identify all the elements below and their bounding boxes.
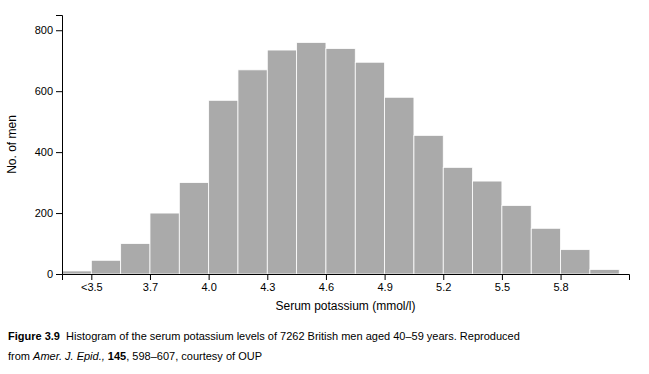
- x-tick-mark: [561, 274, 562, 280]
- caption-line: Figure 3.9 Histogram of the serum potass…: [8, 330, 520, 342]
- bar: [590, 269, 619, 274]
- y-tick: 200: [35, 207, 62, 219]
- y-tick-label: 600: [35, 85, 53, 97]
- x-axis: <3.5 3.7 4.0 4.3 4.6 4.9 5.2 5.5 5.8: [63, 274, 630, 293]
- y-axis-title: No. of men: [5, 115, 19, 174]
- chart: <3.5 3.7 4.0 4.3 4.6 4.9 5.2 5.5 5.8 0 200 400 600 80…: [0, 0, 649, 374]
- x-tick-mark: [326, 274, 327, 280]
- caption-text: Amer. J. Epid.,: [32, 350, 105, 362]
- x-tick-label: 5.8: [553, 281, 568, 293]
- y-tick: 800: [35, 24, 62, 36]
- x-tick: <3.5: [81, 274, 103, 293]
- bar: [531, 228, 560, 274]
- caption-line: from Amer. J. Epid., 145, 598–607, court…: [8, 350, 262, 362]
- y-tick: 0: [47, 268, 62, 280]
- bar: [62, 271, 91, 274]
- x-tick-label: <3.5: [81, 281, 103, 293]
- caption-text: from: [8, 350, 33, 362]
- bar: [179, 183, 208, 274]
- bar: [502, 205, 531, 274]
- x-tick-label: 5.2: [436, 281, 451, 293]
- caption-text: 145: [105, 350, 126, 362]
- y-tick-mark: [56, 30, 62, 31]
- x-tick: 5.5: [495, 274, 510, 293]
- y-axis-line: [56, 16, 63, 275]
- bar: [561, 250, 590, 274]
- y-tick-label: 400: [35, 146, 53, 158]
- x-tick-label: 4.0: [201, 281, 216, 293]
- x-tick: 4.6: [319, 274, 334, 293]
- x-tick-label: 5.5: [495, 281, 510, 293]
- bar: [414, 135, 443, 274]
- bar: [91, 260, 120, 274]
- x-tick-label: 4.9: [377, 281, 392, 293]
- x-axis-title: Serum potassium (mmol/l): [275, 299, 415, 313]
- x-tick: 3.7: [143, 274, 158, 293]
- x-tick: 4.9: [377, 274, 392, 293]
- bar: [443, 167, 472, 274]
- x-axis-line: [63, 275, 630, 281]
- x-tick-label: 4.6: [319, 281, 334, 293]
- y-tick-mark: [56, 152, 62, 153]
- bar: [385, 97, 414, 274]
- x-tick: 5.2: [436, 274, 451, 293]
- x-tick-mark: [443, 274, 444, 280]
- caption-text: , 598–607, courtesy of OUP: [126, 350, 262, 362]
- bar: [150, 213, 179, 274]
- bar: [267, 50, 296, 274]
- caption: Figure 3.9 Histogram of the serum potass…: [8, 330, 520, 362]
- y-tick-label: 200: [35, 207, 53, 219]
- x-tick-mark: [267, 274, 268, 280]
- x-tick: 4.0: [201, 274, 216, 293]
- bar: [121, 244, 150, 274]
- bar: [238, 70, 267, 274]
- x-tick-mark: [150, 274, 151, 280]
- x-tick-mark: [91, 274, 92, 280]
- y-tick-mark: [56, 213, 62, 214]
- caption-text: Figure 3.9: [8, 330, 60, 342]
- x-tick-mark: [209, 274, 210, 280]
- x-tick-mark: [385, 274, 386, 280]
- bar: [355, 62, 384, 274]
- y-tick-mark: [56, 274, 62, 275]
- y-tick: 600: [35, 85, 62, 97]
- x-tick: 5.8: [553, 274, 568, 293]
- x-tick: 4.3: [260, 274, 275, 293]
- bar: [297, 42, 326, 274]
- caption-text: Histogram of the serum potassium levels …: [60, 330, 520, 342]
- bar: [209, 100, 238, 274]
- bar: [326, 49, 355, 274]
- bars: [62, 42, 619, 274]
- y-tick-mark: [56, 91, 62, 92]
- x-tick-label: 3.7: [143, 281, 158, 293]
- y-axis: 0 200 400 600 800: [35, 16, 63, 281]
- x-tick-mark: [502, 274, 503, 280]
- y-tick: 400: [35, 146, 62, 158]
- y-tick-label: 0: [47, 268, 53, 280]
- bar: [473, 181, 502, 274]
- y-tick-label: 800: [35, 24, 53, 36]
- x-tick-label: 4.3: [260, 281, 275, 293]
